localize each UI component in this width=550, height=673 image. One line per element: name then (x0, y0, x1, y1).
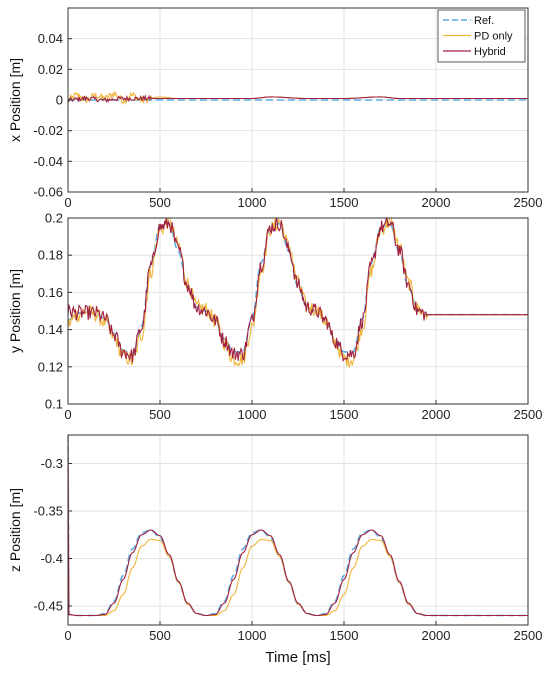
y-tick-label: 0.18 (38, 248, 63, 263)
x-tick-label: 2500 (514, 628, 543, 643)
y-tick-label: -0.4 (41, 551, 63, 566)
axes-background (68, 218, 528, 404)
x-tick-label: 2500 (514, 407, 543, 422)
y-tick-label: -0.04 (33, 154, 63, 169)
axes-frame (67, 434, 529, 626)
series-line-hybrid (68, 435, 528, 617)
x-tick-label: 1500 (330, 195, 359, 210)
x-tick-label: 1000 (238, 628, 267, 643)
series-group (68, 218, 528, 369)
x-tick-label: 1500 (330, 628, 359, 643)
x-tick-label: 1000 (238, 195, 267, 210)
series-line-hybrid (68, 94, 528, 104)
y-tick-label: 0 (56, 93, 63, 108)
y-tick-label: 0.16 (38, 285, 63, 300)
y-tick-label: -0.35 (33, 504, 63, 519)
x-tick-label: 2000 (422, 195, 451, 210)
y-tick-label: -0.06 (33, 185, 63, 200)
x-tick-label: 0 (64, 628, 71, 643)
legend-label: PD only (474, 31, 513, 43)
plots-group: 0 500 1000 1500 2000 2500 -0.06 -0.04 -0.02 0 0.02… (7, 7, 543, 666)
x-tick-label: 1000 (238, 407, 267, 422)
y-axis-label: z Position [m] (7, 488, 23, 572)
y-tick-label: 0.02 (38, 62, 63, 77)
y-tick-label: 0.12 (38, 359, 63, 374)
y-tick-label: 0.04 (38, 31, 63, 46)
y-tick-label: 0.1 (45, 397, 63, 412)
series-line-hybrid (68, 218, 528, 363)
x-tick-label: 1500 (330, 407, 359, 422)
subplot-3: 0 500 1000 1500 2000 2500 -0.45 -0.4 -0.35 -0.3 z … (7, 434, 543, 666)
legend: Ref. PD only Hybrid (437, 9, 526, 63)
y-tick-label: 0.2 (45, 211, 63, 226)
legend-label: Ref. (474, 15, 494, 27)
axes-background (68, 435, 528, 625)
series-group (68, 435, 528, 617)
series-group (68, 90, 528, 105)
y-tick-label: -0.45 (33, 599, 63, 614)
x-tick-label: 2000 (422, 407, 451, 422)
x-tick-label: 0 (64, 195, 71, 210)
y-axis-label: x Position [m] (7, 58, 23, 142)
legend-label: Hybrid (474, 46, 506, 58)
x-tick-label: 500 (149, 407, 171, 422)
y-tick-label: -0.3 (41, 456, 63, 471)
axes-frame (67, 217, 529, 405)
x-tick-label: 2500 (514, 195, 543, 210)
x-tick-label: 2000 (422, 628, 451, 643)
y-axis-label: y Position [m] (7, 269, 23, 353)
subplot-2: 0 500 1000 1500 2000 2500 0.1 0.12 0.14 0.16 0.18 0… (7, 211, 542, 423)
y-tick-label: 0.14 (38, 322, 63, 337)
x-tick-label: 0 (64, 407, 71, 422)
x-axis-label: Time [ms] (265, 649, 330, 666)
y-tick-label: -0.02 (33, 123, 63, 138)
x-tick-label: 500 (149, 628, 171, 643)
subplot-1: 0 500 1000 1500 2000 2500 -0.06 -0.04 -0.02 0 0.02… (7, 7, 543, 210)
x-tick-label: 500 (149, 195, 171, 210)
